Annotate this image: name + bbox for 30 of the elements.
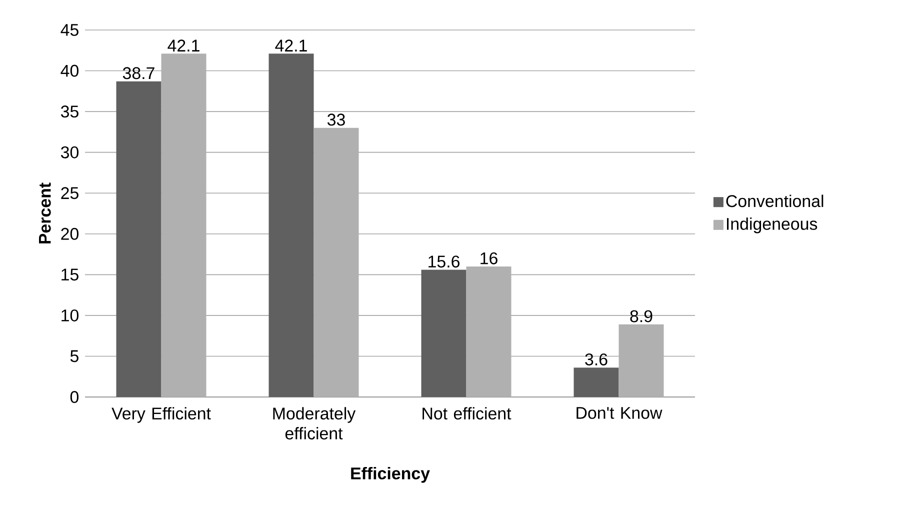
data-label: 33	[327, 114, 345, 126]
x-tick-label: Moderately efficient	[273, 407, 356, 440]
data-label: 42.1	[275, 40, 307, 52]
x-tick-label: Don't Know	[576, 407, 662, 419]
data-label: 16	[480, 252, 498, 264]
y-tick-label: 35	[60, 106, 78, 118]
bar	[116, 81, 162, 397]
legend-label: Indigeneous	[726, 218, 818, 234]
data-label: 3.6	[585, 353, 608, 366]
y-tick-label: 15	[62, 268, 78, 281]
data-label: 42.1	[168, 40, 200, 52]
data-label: 38.7	[122, 67, 154, 80]
x-tick-label: Not efficient	[422, 407, 512, 420]
y-tick-label: 40	[60, 64, 78, 77]
y-tick-label: 20	[61, 228, 78, 240]
y-tick-label: 25	[61, 187, 78, 200]
y-tick-label: 30	[60, 146, 78, 158]
x-tick-label: Very Efficient	[112, 407, 211, 423]
y-tick-label: 10	[62, 309, 78, 322]
y-tick-label: 0	[70, 391, 78, 403]
data-label: 15.6	[428, 256, 460, 268]
data-label: 8.9	[630, 310, 652, 322]
bar	[574, 368, 619, 397]
legend-label: Conventional	[726, 194, 824, 208]
y-tick-label: 5	[70, 350, 78, 362]
y-axis-title: Percent	[39, 182, 51, 244]
x-axis-title: Efficiency	[351, 466, 430, 483]
y-tick-label: 45	[60, 24, 78, 36]
bar	[421, 270, 466, 397]
bar	[268, 54, 314, 397]
